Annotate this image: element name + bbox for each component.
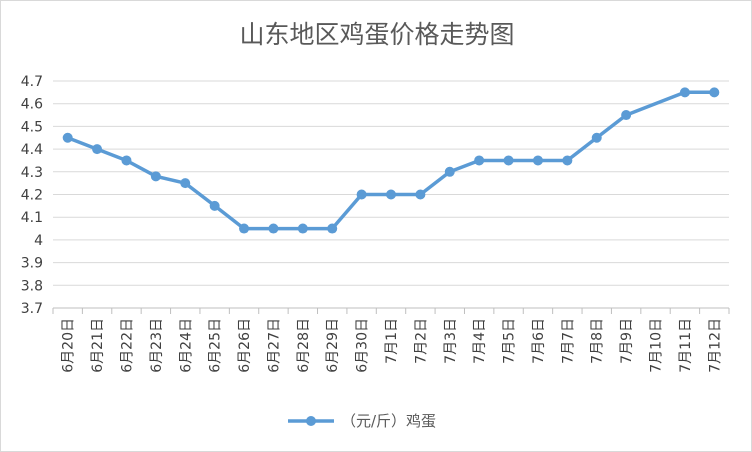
- data-point: [562, 155, 573, 166]
- data-point: [415, 189, 426, 200]
- legend: （元/斤）鸡蛋: [288, 412, 436, 430]
- x-tick-label: 7月8日: [590, 318, 606, 364]
- y-tick-label: 4.1: [21, 210, 43, 226]
- y-tick-label: 4.7: [21, 74, 43, 90]
- x-tick-label: 6月27日: [266, 318, 282, 373]
- data-point: [268, 223, 279, 234]
- data-point: [62, 132, 73, 143]
- x-tick-label: 6月25日: [208, 318, 224, 373]
- y-axis-ticks: 3.7 3.8 3.9 4 4.1 4.2 4.3 4.4 4.5 4.6 4.7: [21, 74, 43, 317]
- data-point: [474, 155, 485, 166]
- chart-title: 山东地区鸡蛋价格走势图: [239, 20, 514, 49]
- series-line: [67, 90, 715, 231]
- x-tick-label: 7月2日: [413, 318, 429, 364]
- y-tick-label: 4.6: [21, 97, 43, 113]
- x-tick-label: 6月29日: [325, 318, 341, 373]
- x-tick-label: 7月12日: [707, 318, 723, 373]
- y-tick-label: 4.4: [21, 142, 43, 158]
- x-tick-label: 7月10日: [649, 318, 665, 373]
- y-tick-label: 3.7: [21, 301, 43, 317]
- data-point: [444, 166, 455, 177]
- data-point: [180, 178, 191, 189]
- y-tick-label: 4.5: [21, 119, 43, 135]
- y-tick-label: 4.2: [21, 188, 43, 204]
- legend-label: （元/斤）鸡蛋: [341, 412, 436, 430]
- data-point: [709, 87, 720, 98]
- x-tick-label: 7月9日: [619, 318, 635, 364]
- data-point: [297, 223, 308, 234]
- data-point: [92, 144, 103, 155]
- data-point: [621, 110, 632, 121]
- data-point: [386, 189, 396, 200]
- y-tick-label: 3.8: [21, 278, 43, 294]
- x-tick-label: 6月24日: [178, 318, 194, 373]
- x-tick-label: 6月28日: [296, 318, 312, 373]
- x-tick-label: 6月20日: [61, 318, 77, 373]
- data-point: [679, 87, 690, 98]
- data-point: [327, 223, 338, 234]
- data-point: [209, 200, 220, 211]
- y-tick-label: 4: [34, 233, 43, 249]
- legend-marker-swatch: [306, 416, 316, 426]
- x-tick-label: 7月5日: [502, 318, 518, 364]
- x-tick-label: 6月21日: [90, 318, 106, 373]
- x-tick-label: 7月6日: [531, 318, 547, 364]
- series-layer: [62, 87, 720, 234]
- data-point: [356, 189, 367, 200]
- data-point: [121, 155, 132, 166]
- data-point: [150, 171, 161, 182]
- x-tick-label: 6月22日: [119, 318, 135, 373]
- x-tick-label: 6月23日: [149, 318, 165, 373]
- y-tick-label: 4.3: [21, 165, 43, 181]
- x-tick-label: 7月3日: [443, 318, 459, 364]
- y-tick-label: 3.9: [21, 256, 43, 272]
- x-tick-label: 7月11日: [678, 318, 694, 373]
- data-point: [532, 155, 543, 166]
- data-point: [503, 155, 514, 166]
- x-tick-label: 7月4日: [472, 318, 488, 364]
- data-point: [591, 132, 602, 143]
- x-tick-label: 7月7日: [560, 318, 576, 364]
- x-axis-ticks: 6月20日 6月21日 6月22日 6月23日 6月24日 6月25日 6月26日 6月27日…: [52, 308, 730, 373]
- x-tick-label: 7月1日: [384, 318, 400, 364]
- x-tick-label: 6月26日: [237, 318, 253, 373]
- x-tick-label: 6月30日: [355, 318, 371, 373]
- data-point: [239, 223, 250, 234]
